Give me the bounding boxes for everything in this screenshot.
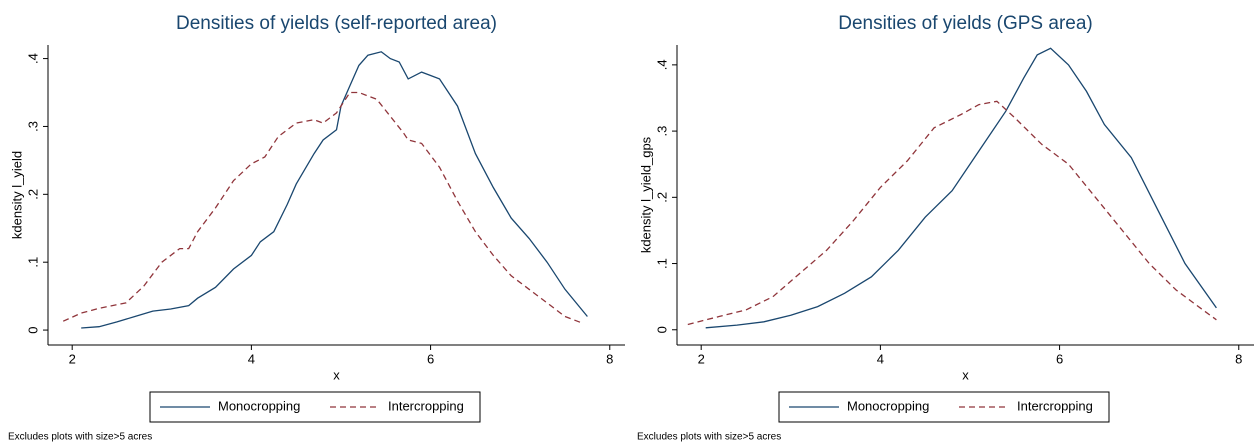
legend-label: Intercropping — [388, 398, 464, 413]
density-line — [705, 47, 1217, 329]
y-tick-label: .1 — [25, 257, 40, 268]
chart-title: Densities of yields (self-reported area) — [176, 13, 497, 34]
legend-label: Monocropping — [847, 398, 929, 413]
y-tick-label: .1 — [654, 258, 669, 269]
chart-panel: Densities of yields (GPS area) 0 .1 .2 .3 .4 2… — [637, 13, 1254, 443]
x-tick-label: 4 — [877, 351, 884, 366]
legend-label: Intercropping — [1017, 398, 1093, 413]
y-tick-label: .3 — [25, 121, 40, 132]
density-line — [81, 51, 588, 329]
x-tick-label: 2 — [69, 351, 76, 366]
y-tick-label: 0 — [654, 326, 669, 333]
density-line — [687, 100, 1217, 326]
y-tick-label: 0 — [25, 326, 40, 333]
y-tick-label: .2 — [25, 189, 40, 200]
x-tick-label: 4 — [248, 351, 255, 366]
x-tick-label: 8 — [1235, 351, 1242, 366]
chart-title: Densities of yields (GPS area) — [838, 13, 1093, 34]
x-tick-label: 6 — [1056, 351, 1063, 366]
y-tick-label: .4 — [25, 53, 40, 64]
x-tick-label: 6 — [427, 351, 434, 366]
legend: Monocropping Intercropping — [149, 391, 481, 423]
legend: Monocropping Intercropping — [778, 391, 1110, 423]
chart-panel: Densities of yields (self-reported area)… — [8, 13, 625, 443]
y-axis-label: kdensity l_yield_gps — [638, 136, 653, 253]
y-tick-label: .4 — [654, 59, 669, 70]
legend-label: Monocropping — [218, 398, 300, 413]
y-axis-label: kdensity l_yield — [9, 151, 24, 239]
x-axis-label: x — [333, 367, 340, 382]
y-tick-label: .2 — [654, 192, 669, 203]
y-tick-label: .3 — [654, 126, 669, 137]
x-axis-label: x — [962, 367, 969, 382]
note: Excludes plots with size>5 acres — [637, 432, 781, 443]
x-tick-label: 2 — [698, 351, 705, 366]
density-line — [62, 91, 584, 324]
x-tick-label: 8 — [606, 351, 613, 366]
note: Excludes plots with size>5 acres — [8, 432, 152, 443]
